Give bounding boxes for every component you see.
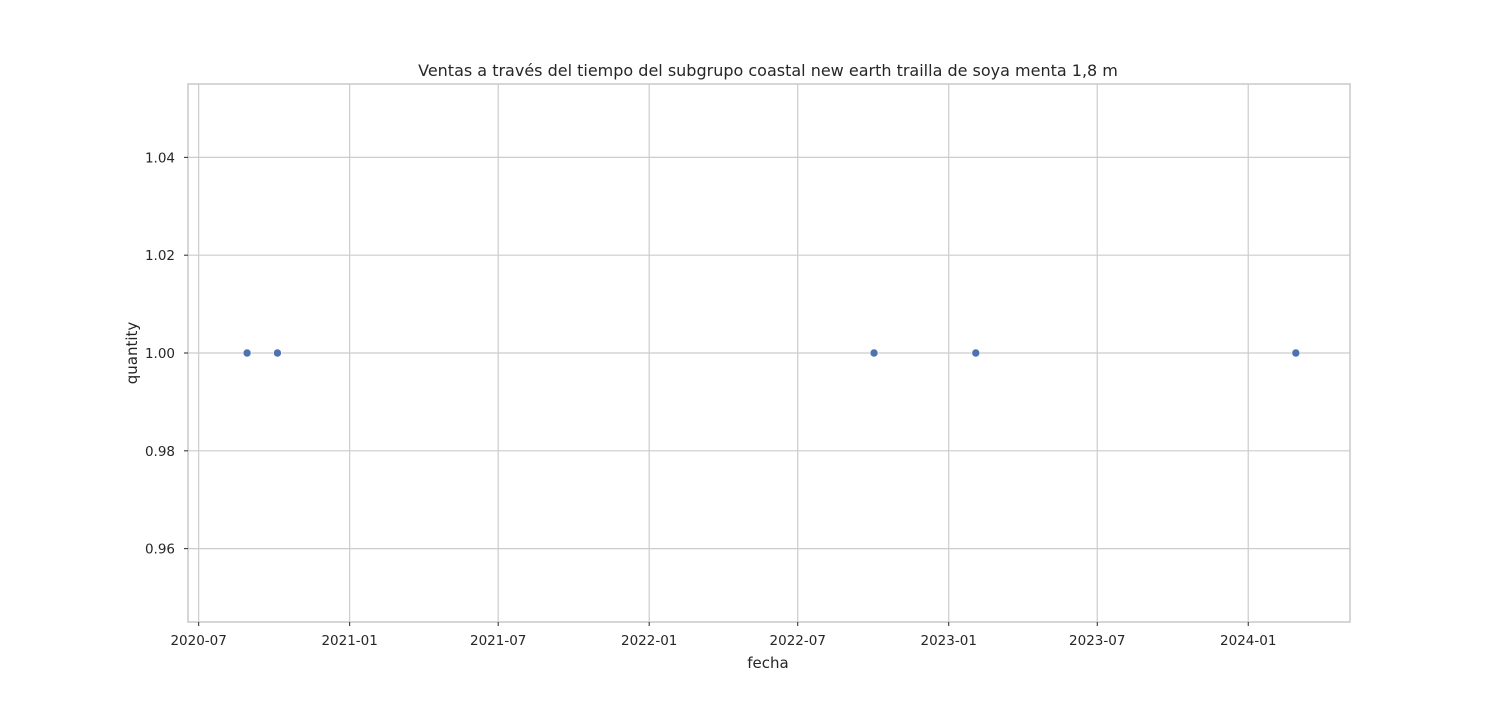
x-axis-label: fecha	[747, 654, 788, 672]
y-tick-label: 1.04	[145, 150, 175, 166]
grid	[188, 84, 1350, 622]
data-point	[869, 348, 879, 358]
chart-title: Ventas a través del tiempo del subgrupo …	[418, 61, 1118, 80]
x-tick-label: 2022-07	[770, 633, 826, 649]
y-axis-label: quantity	[123, 322, 141, 385]
data-point	[971, 348, 981, 358]
y-tick-label: 0.98	[145, 444, 175, 460]
x-tick-label: 2024-01	[1220, 633, 1276, 649]
x-tick-label: 2022-01	[621, 633, 677, 649]
data-point	[242, 348, 252, 358]
x-tick-label: 2020-07	[170, 633, 226, 649]
data-point	[273, 348, 282, 358]
x-tick-label: 2023-01	[921, 633, 977, 649]
data-points	[242, 348, 1301, 358]
y-tick-label: 1.00	[145, 346, 175, 362]
y-tick-label: 1.02	[145, 248, 175, 264]
x-tick-label: 2023-07	[1069, 633, 1125, 649]
x-tick-label: 2021-07	[470, 633, 526, 649]
x-tick-label: 2021-01	[321, 633, 377, 649]
data-point	[1291, 348, 1301, 358]
y-tick-label: 0.96	[145, 542, 175, 558]
axis-ticks: 2020-07 2021-01 2021-07 2022-01 2022-07 2023-…	[145, 150, 1277, 649]
